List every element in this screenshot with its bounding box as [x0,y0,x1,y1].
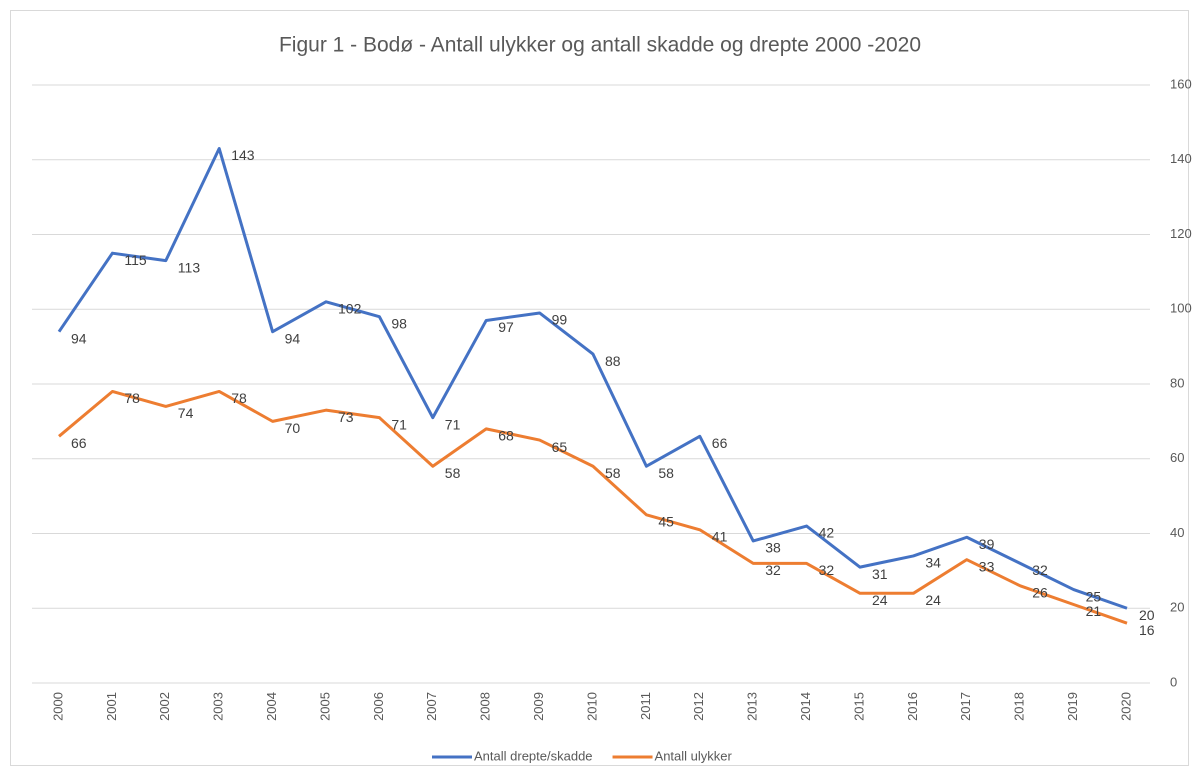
data-label: 65 [552,439,568,455]
data-label: 38 [765,540,781,556]
x-tick-label: 2015 [851,692,866,721]
data-label: 74 [178,405,194,421]
legend-label: Antall ulykker [655,748,733,763]
data-label: 94 [285,330,301,346]
data-label: 113 [178,259,201,275]
y-tick-label: 20 [1170,600,1184,615]
data-label: 25 [1086,588,1102,604]
x-tick-label: 2010 [584,692,599,721]
x-tick-label: 2000 [50,692,65,721]
data-label: 20 [1139,607,1155,623]
x-tick-label: 2013 [745,692,760,721]
data-label: 16 [1139,622,1155,638]
data-label: 115 [124,252,147,268]
data-label: 94 [71,330,87,346]
data-label: 32 [1032,562,1048,578]
series-line [58,389,1128,625]
y-tick-label: 140 [1170,151,1192,166]
x-tick-label: 2017 [958,692,973,721]
data-label: 143 [231,147,255,163]
data-label: 78 [124,390,140,406]
series-line [57,147,1128,610]
data-label: 97 [498,319,514,335]
y-tick-label: 120 [1170,226,1192,241]
data-label: 31 [872,566,888,582]
x-tick-label: 2008 [478,692,493,721]
x-tick-label: 2016 [905,692,920,721]
data-label: 24 [872,592,888,608]
data-label: 32 [765,562,781,578]
chart-title: Figur 1 - Bodø - Antall ulykker og antal… [279,34,921,57]
data-label: 88 [605,353,621,369]
x-tick-label: 2004 [264,692,279,721]
data-label: 33 [979,558,995,574]
y-tick-label: 40 [1170,525,1184,540]
data-label: 98 [391,315,407,331]
data-label: 71 [445,416,461,432]
y-tick-label: 60 [1170,450,1184,465]
data-label: 58 [658,465,674,481]
x-tick-label: 2011 [638,692,653,720]
data-label: 70 [285,420,301,436]
data-label: 58 [605,465,621,481]
data-label: 34 [925,555,941,571]
data-label: 21 [1086,603,1102,619]
x-tick-label: 2018 [1012,692,1027,721]
x-tick-label: 2003 [211,692,226,721]
x-tick-label: 2009 [531,692,546,721]
x-tick-label: 2014 [798,692,813,721]
data-label: 24 [925,592,941,608]
x-tick-label: 2007 [424,692,439,721]
data-label: 26 [1032,585,1048,601]
x-tick-label: 2005 [317,692,332,721]
data-label: 41 [712,528,728,544]
data-label: 71 [391,416,407,432]
y-tick-label: 0 [1170,674,1177,689]
x-tick-label: 2012 [691,692,706,721]
data-label: 66 [712,435,728,451]
x-tick-label: 2002 [157,692,172,721]
data-label: 78 [231,390,247,406]
y-tick-label: 80 [1170,375,1184,390]
x-tick-label: 2001 [104,692,119,721]
data-label: 66 [71,435,87,451]
data-label: 45 [658,514,674,530]
data-label: 68 [498,428,514,444]
x-tick-label: 2020 [1118,692,1133,721]
data-label: 58 [445,465,461,481]
data-label: 102 [338,300,362,316]
data-label: 99 [552,312,568,328]
y-tick-label: 160 [1170,76,1192,91]
data-label: 39 [979,536,995,552]
chart-border [10,10,1189,766]
data-label: 73 [338,409,354,425]
x-tick-label: 2006 [371,692,386,721]
legend-label: Antall drepte/skadde [474,748,593,763]
data-label: 32 [819,562,835,578]
data-label: 42 [819,525,835,541]
y-tick-label: 100 [1170,301,1192,316]
x-tick-label: 2019 [1065,692,1080,721]
